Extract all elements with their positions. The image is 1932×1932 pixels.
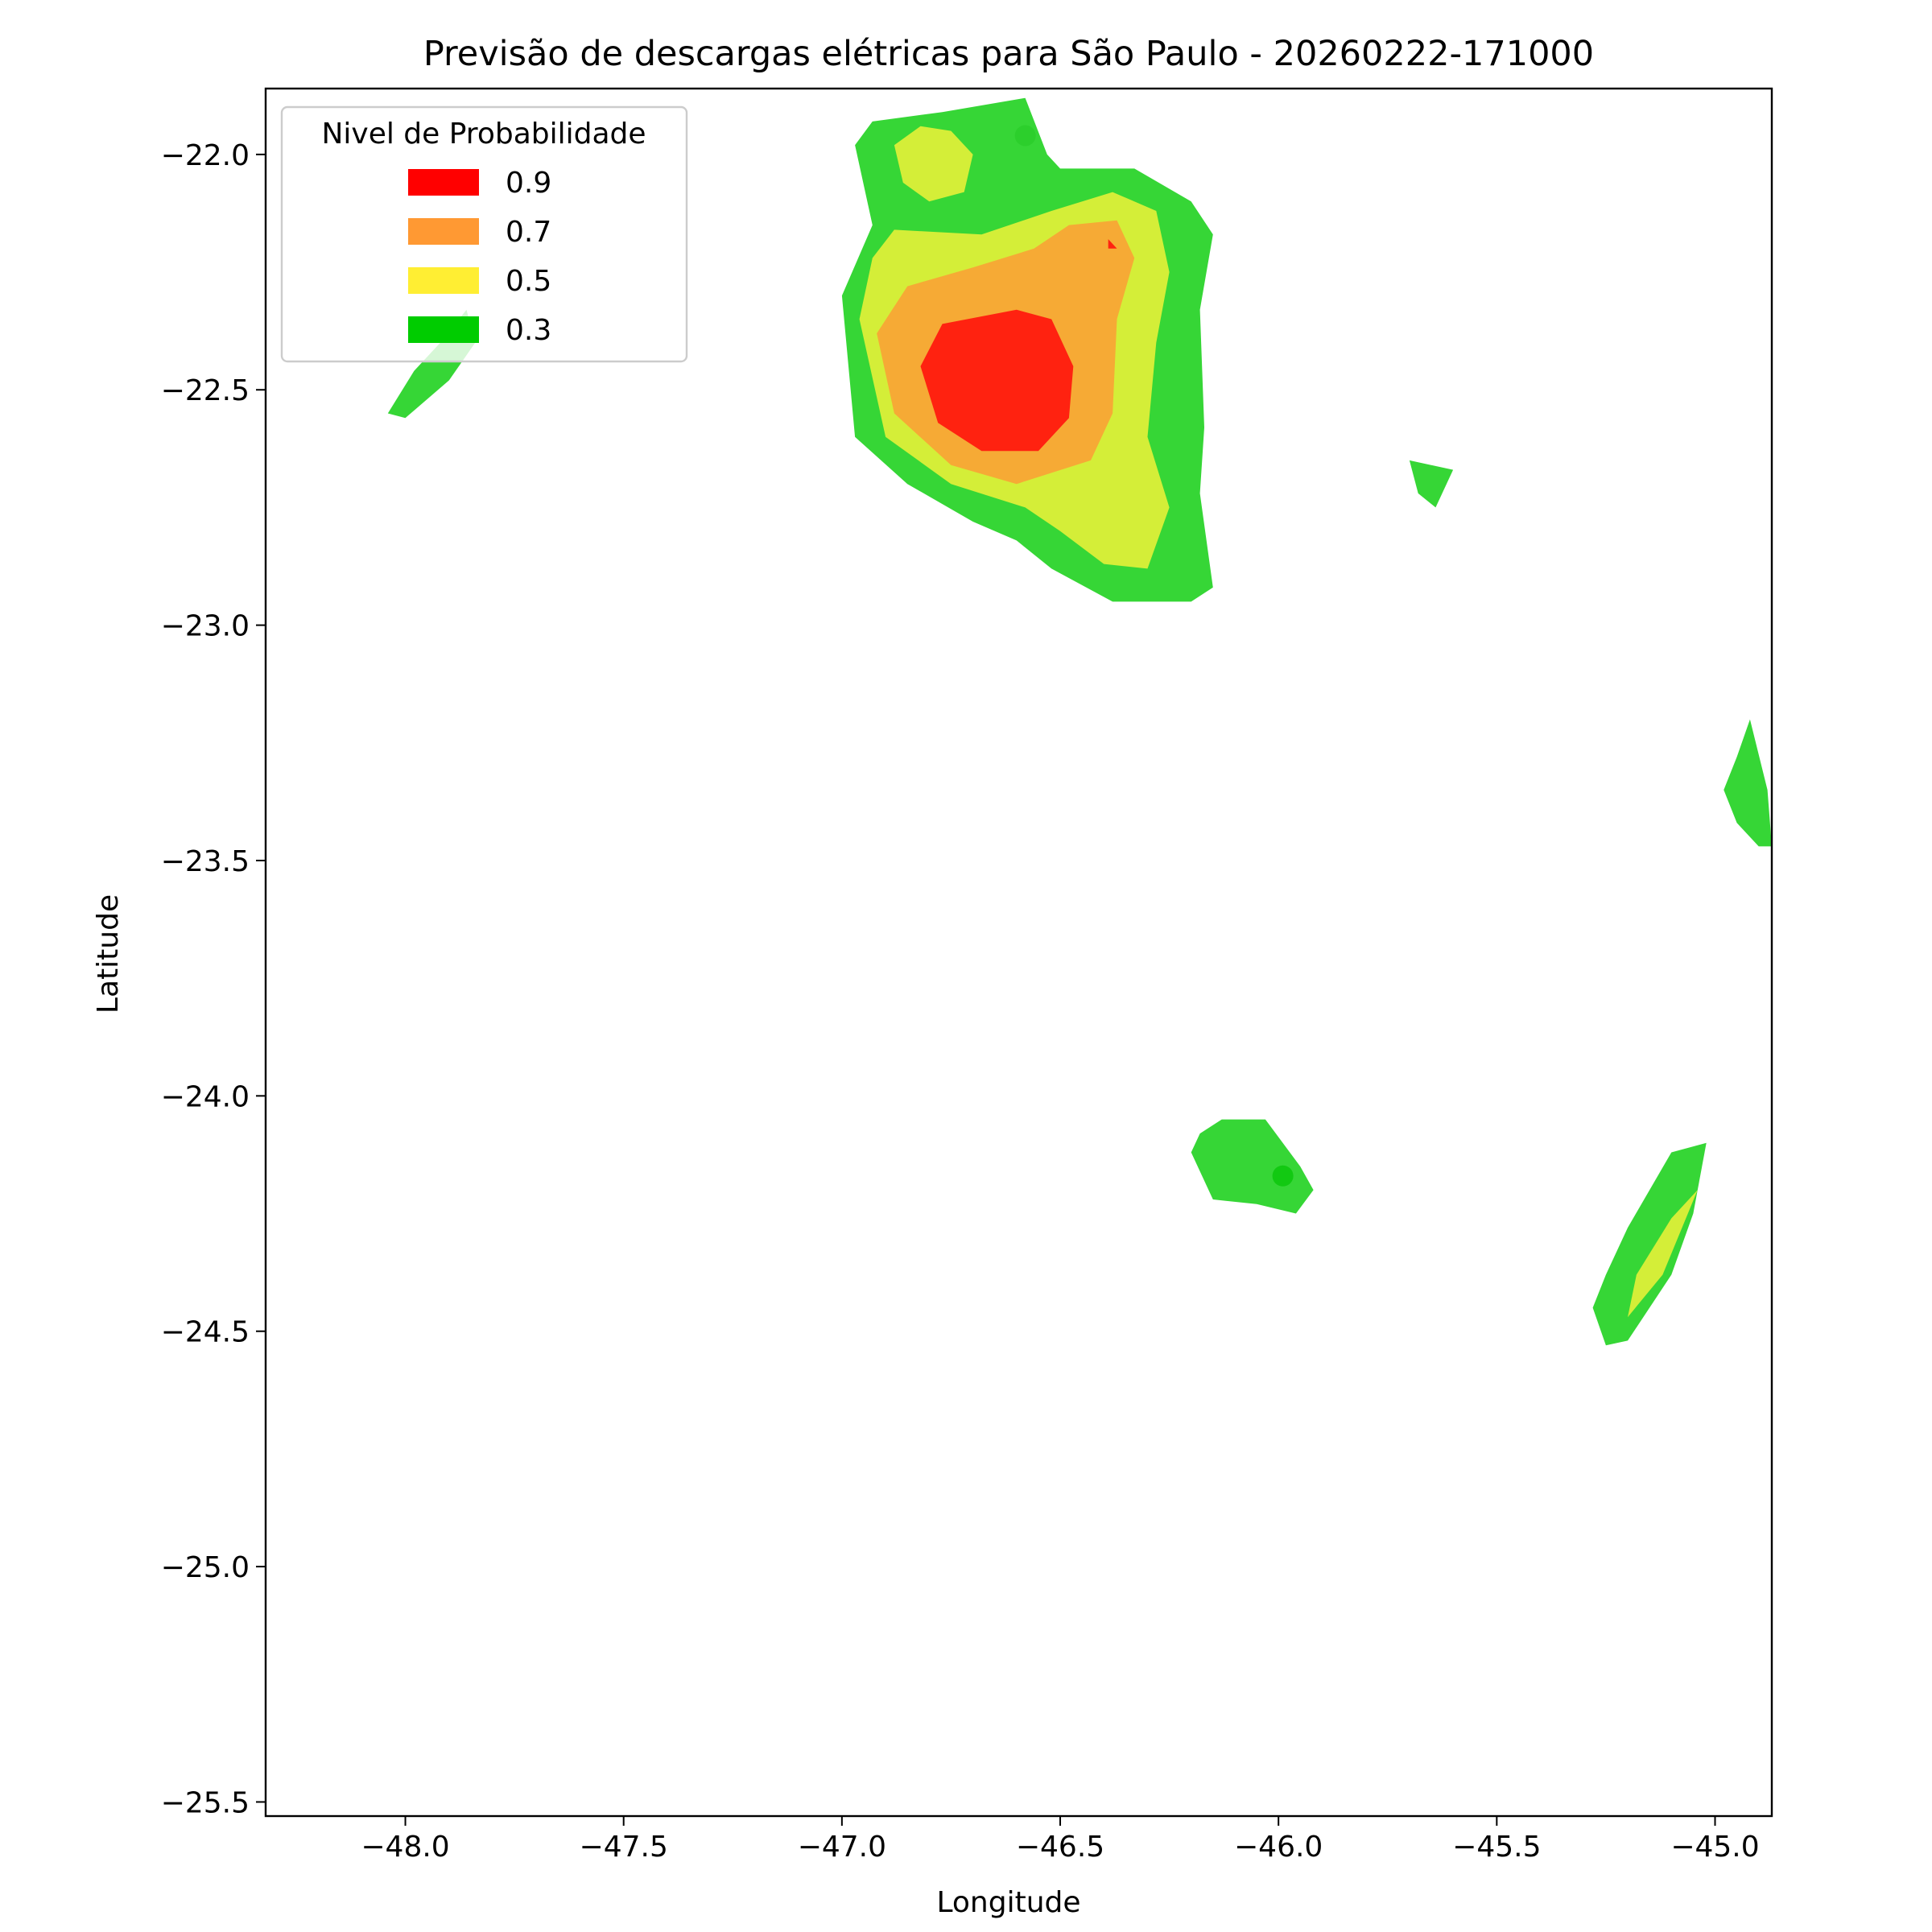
y-tick-label: −25.0	[161, 1551, 250, 1584]
legend-entries: 0.9 0.7 0.5 0.3	[408, 167, 551, 347]
x-axis-label: Longitude	[936, 1886, 1080, 1919]
legend-label: 0.7	[506, 216, 551, 249]
southern-streak-0.5	[1628, 1190, 1698, 1318]
x-tick-label: −45.5	[1452, 1831, 1541, 1864]
chart-title: Previsão de descargas elétricas para São…	[423, 34, 1594, 74]
legend-swatch	[408, 218, 479, 245]
legend-label: 0.3	[506, 314, 551, 347]
east-fragment-0.3	[1409, 460, 1454, 508]
x-ticks: −48.0 −47.5 −47.0 −46.5 −46.0 −45.5 −45.0	[361, 1816, 1760, 1864]
legend-label: 0.9	[506, 167, 551, 200]
y-axis-label: Latitude	[92, 894, 125, 1013]
markers	[1014, 125, 1294, 1187]
dot-north	[1014, 125, 1036, 147]
southeast-cell-0.3	[1191, 1119, 1314, 1214]
main-cell-0.5-north	[894, 126, 973, 202]
x-tick-label: −45.0	[1670, 1831, 1759, 1864]
y-tick-label: −23.0	[161, 610, 250, 643]
southern-streak-0.3	[1592, 1142, 1707, 1346]
east-edge-0.3	[1724, 719, 1772, 847]
y-tick-label: −23.5	[161, 845, 250, 878]
y-tick-label: −22.0	[161, 139, 250, 172]
x-tick-label: −47.5	[580, 1831, 668, 1864]
dot-southeast	[1272, 1165, 1294, 1187]
legend-swatch	[408, 316, 479, 343]
legend-swatch	[408, 267, 479, 294]
y-ticks: −22.0 −22.5 −23.0 −23.5 −24.0 −24.5 −25.0 −25.5	[161, 139, 266, 1819]
main-cell-0.9-spot	[1108, 239, 1117, 249]
legend-swatch	[408, 169, 479, 196]
y-tick-label: −25.5	[161, 1786, 250, 1819]
y-tick-label: −24.0	[161, 1080, 250, 1113]
main-cell-0.9	[920, 309, 1074, 452]
legend-label: 0.5	[506, 265, 551, 298]
x-tick-label: −48.0	[361, 1831, 449, 1864]
x-tick-label: −46.5	[1016, 1831, 1104, 1864]
y-tick-label: −22.5	[161, 374, 250, 407]
y-tick-label: −24.5	[161, 1316, 250, 1349]
legend-title: Nivel de Probabilidade	[321, 118, 646, 151]
x-tick-label: −46.0	[1234, 1831, 1323, 1864]
legend-box	[280, 105, 688, 363]
x-tick-label: −47.0	[798, 1831, 886, 1864]
legend: Nivel de Probabilidade 0.9 0.7 0.5 0.3	[280, 105, 688, 363]
axes-frame	[264, 87, 1773, 1818]
